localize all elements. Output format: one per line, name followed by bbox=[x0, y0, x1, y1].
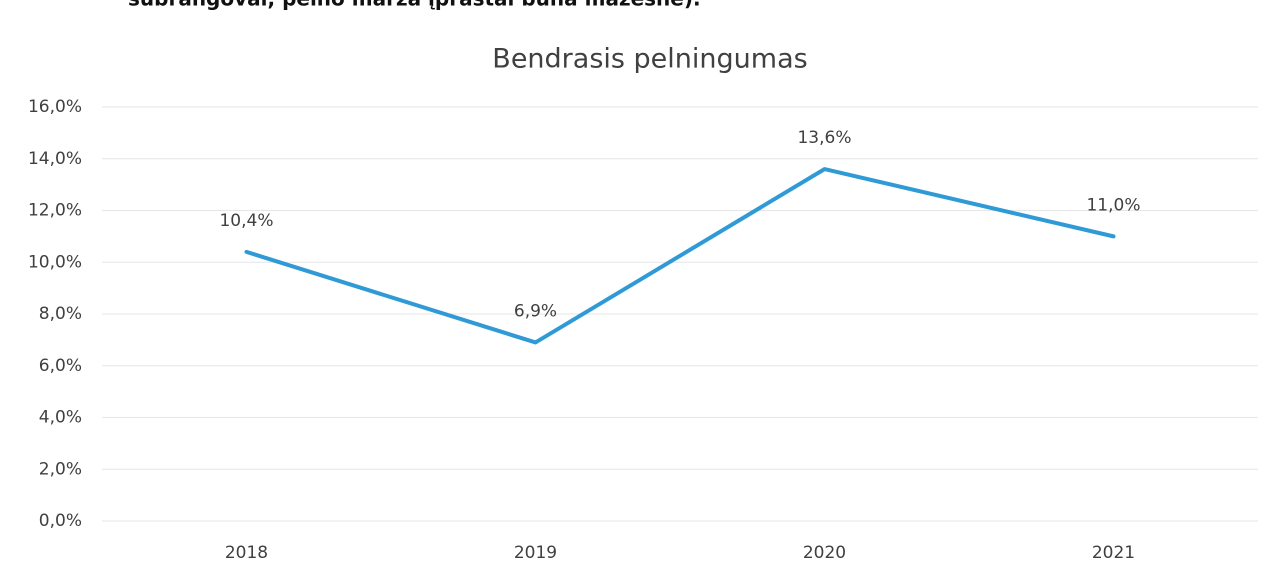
y-tick-label: 4,0% bbox=[39, 408, 82, 428]
x-tick-label: 2019 bbox=[514, 543, 557, 563]
data-label: 11,0% bbox=[1086, 195, 1140, 215]
header-text: subrangovai, pelno marža įprastai būna m… bbox=[128, 0, 701, 11]
chart-title: Bendrasis pelningumas bbox=[492, 44, 807, 75]
data-label: 10,4% bbox=[219, 211, 273, 231]
y-tick-label: 0,0% bbox=[39, 511, 82, 531]
y-tick-label: 14,0% bbox=[28, 149, 82, 169]
y-tick-label: 6,0% bbox=[39, 356, 82, 376]
y-tick-label: 16,0% bbox=[28, 97, 82, 117]
x-tick-label: 2021 bbox=[1092, 543, 1135, 563]
y-tick-label: 8,0% bbox=[39, 304, 82, 324]
x-tick-label: 2018 bbox=[225, 543, 268, 563]
y-tick-label: 10,0% bbox=[28, 252, 82, 272]
data-label: 6,9% bbox=[514, 301, 557, 321]
y-tick-label: 2,0% bbox=[39, 459, 82, 479]
line bbox=[244, 167, 1116, 345]
x-tick-label: 2020 bbox=[803, 543, 846, 563]
y-tick-label: 12,0% bbox=[28, 201, 82, 221]
data-label: 13,6% bbox=[797, 128, 851, 148]
